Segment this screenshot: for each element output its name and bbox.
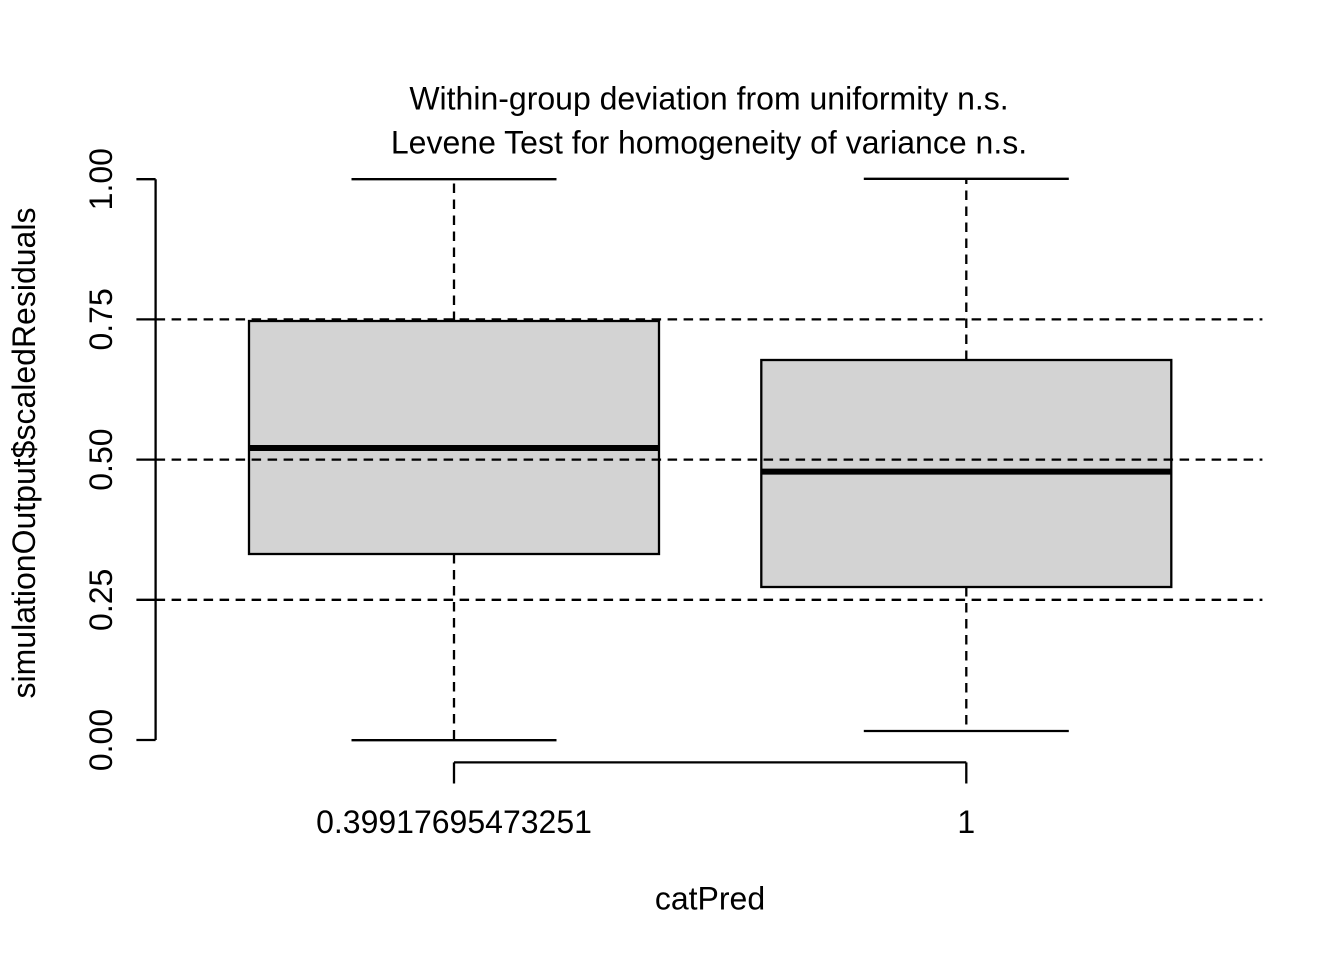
svg-text:1: 1 xyxy=(957,804,975,840)
svg-text:Within-group deviation from un: Within-group deviation from uniformity n… xyxy=(409,80,1008,116)
svg-text:0.00: 0.00 xyxy=(83,709,119,771)
svg-text:catPred: catPred xyxy=(655,881,765,917)
svg-text:Levene Test for homogeneity of: Levene Test for homogeneity of variance … xyxy=(391,124,1027,160)
svg-text:simulationOutput$scaledResidua: simulationOutput$scaledResiduals xyxy=(6,208,42,699)
svg-text:0.50: 0.50 xyxy=(83,428,119,490)
svg-text:1.00: 1.00 xyxy=(83,148,119,210)
svg-text:0.39917695473251: 0.39917695473251 xyxy=(316,804,592,840)
svg-text:0.75: 0.75 xyxy=(83,288,119,350)
svg-text:0.25: 0.25 xyxy=(83,569,119,631)
